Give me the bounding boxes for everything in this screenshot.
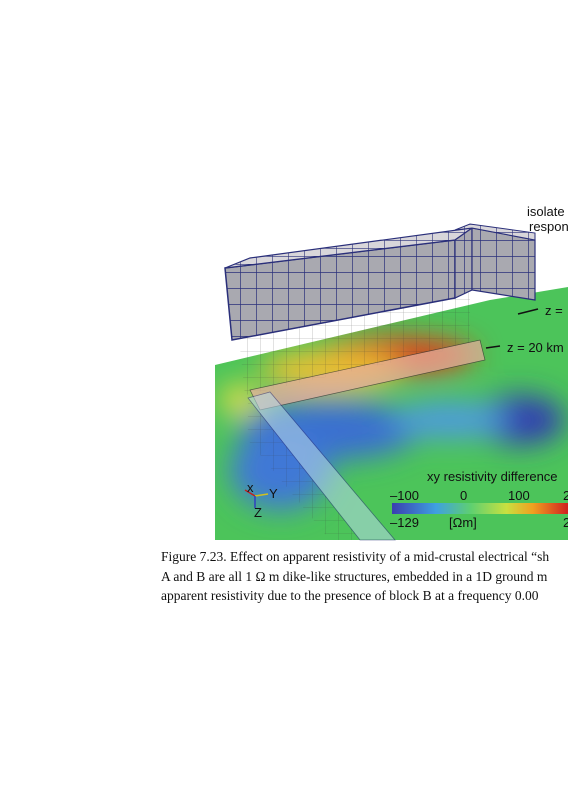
caption-line: Figure 7.23. Effect on apparent resistiv… <box>161 549 549 564</box>
label: respon <box>529 219 568 234</box>
caption-line: apparent resistivity due to the presence… <box>161 588 539 603</box>
colorbar-tick: 2 <box>563 488 568 503</box>
figure: isolate respon z = z = 20 km xy resistiv… <box>215 204 568 541</box>
label: z = <box>545 303 563 318</box>
colorbar-unit: [Ωm] <box>449 515 477 530</box>
colorbar <box>392 503 568 514</box>
colorbar-title: xy resistivity difference <box>427 469 558 484</box>
colorbar-tick: 0 <box>460 488 467 503</box>
label: z = 20 km <box>507 340 564 355</box>
colorbar-min: –129 <box>390 515 419 530</box>
caption: Figure 7.23. Effect on apparent resistiv… <box>161 549 549 603</box>
axis-label: Z <box>254 505 262 520</box>
label: isolate <box>527 204 565 219</box>
colorbar-max: 2 <box>563 515 568 530</box>
colorbar-tick: 100 <box>508 488 530 503</box>
caption-line: A and B are all 1 Ω m dike-like structur… <box>161 569 548 584</box>
colorbar-tick: –100 <box>390 488 419 503</box>
axis-label: x <box>247 480 254 495</box>
axis-label: Y <box>269 486 278 501</box>
